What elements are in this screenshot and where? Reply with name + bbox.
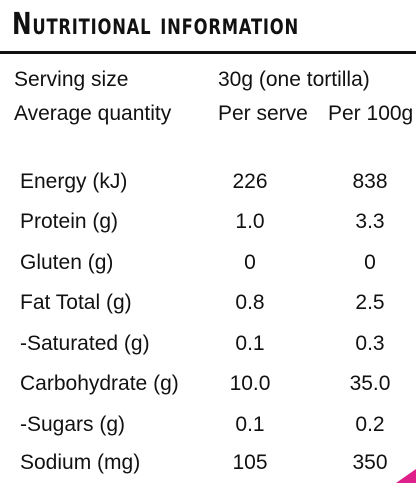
title-divider [0, 51, 416, 54]
per-100g-value: 0.2 [355, 413, 385, 436]
table-row: Sodium (mg) 105 350 [0, 443, 416, 483]
per-100g-value: 838 [352, 170, 388, 193]
serving-size-value: 30g (one tortilla) [218, 68, 370, 91]
table-row: -Saturated (g) 0.1 0.3 [0, 324, 416, 364]
nutrient-label: Sodium (mg) [20, 451, 141, 474]
page-title: Nutritional information [12, 7, 300, 42]
per-100g-header: Per 100g [328, 102, 414, 125]
per-100g-value: 35.0 [349, 372, 391, 395]
nutrient-label: Fat Total (g) [20, 291, 132, 314]
per-serve-value: 0.1 [235, 332, 265, 355]
nutrient-label: Energy (kJ) [20, 170, 128, 193]
serving-size-label: Serving size [14, 68, 129, 91]
table-row: Carbohydrate (g) 10.0 35.0 [0, 364, 416, 404]
table-row: -Sugars (g) 0.1 0.2 [0, 405, 416, 445]
per-serve-value: 0.1 [235, 413, 265, 436]
nutrient-label: -Saturated (g) [20, 332, 150, 355]
per-serve-value: 0.8 [235, 291, 265, 314]
nutrient-label: Gluten (g) [20, 251, 114, 274]
table-row: Energy (kJ) 226 838 [0, 162, 416, 202]
per-serve-value: 105 [232, 451, 268, 474]
nutrient-label: Protein (g) [20, 210, 119, 233]
corner-accent [396, 469, 416, 483]
table-row: Protein (g) 1.0 3.3 [0, 202, 416, 242]
per-100g-value: 0 [364, 251, 376, 274]
per-100g-value: 3.3 [355, 210, 385, 233]
per-100g-value: 2.5 [355, 291, 385, 314]
table-row: Gluten (g) 0 0 [0, 243, 416, 283]
nutrient-label: Carbohydrate (g) [20, 372, 179, 395]
per-serve-value: 10.0 [229, 372, 271, 395]
per-100g-value: 350 [352, 451, 388, 474]
per-serve-header: Per serve [218, 102, 308, 125]
per-serve-value: 226 [232, 170, 268, 193]
per-serve-value: 0 [244, 251, 256, 274]
average-quantity-label: Average quantity [14, 102, 172, 125]
nutrient-label: -Sugars (g) [20, 413, 126, 436]
per-100g-value: 0.3 [355, 332, 385, 355]
per-serve-value: 1.0 [235, 210, 265, 233]
table-row: Fat Total (g) 0.8 2.5 [0, 283, 416, 323]
